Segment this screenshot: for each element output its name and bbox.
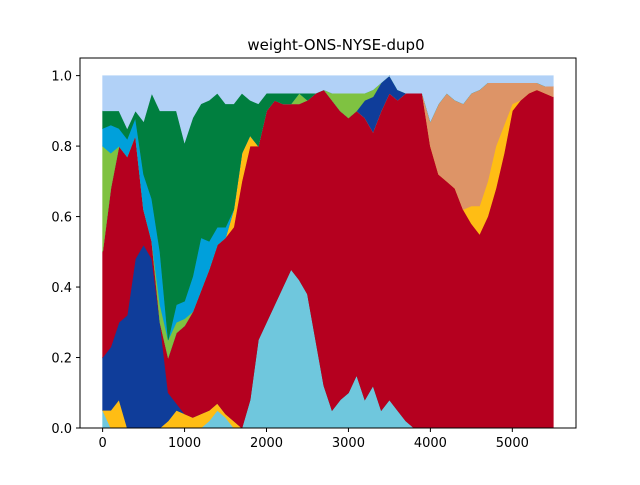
x-tick-label: 2000 — [250, 436, 283, 451]
x-tick-label: 0 — [98, 436, 106, 451]
x-tick-label: 4000 — [414, 436, 447, 451]
y-tick-label: 0.0 — [51, 422, 72, 437]
chart-title: weight-ONS-NYSE-dup0 — [247, 36, 424, 54]
x-tick-label: 1000 — [168, 436, 201, 451]
area-series-11 — [102, 75, 554, 144]
x-tick-label: 3000 — [332, 436, 365, 451]
axes-frame — [79, 57, 577, 429]
y-tick-label: 0.2 — [51, 352, 72, 367]
plot-area — [102, 75, 554, 429]
x-tick-label: 5000 — [496, 436, 529, 451]
y-tick-label: 0.6 — [51, 211, 72, 226]
y-tick-label: 0.4 — [51, 281, 72, 296]
y-tick-label: 0.8 — [51, 140, 72, 155]
y-tick-label: 1.0 — [51, 70, 72, 85]
axes: 0 1000 2000 3000 4000 5000 0.0 0.2 0.4 0.6 0.8 1.0 — [51, 57, 577, 451]
